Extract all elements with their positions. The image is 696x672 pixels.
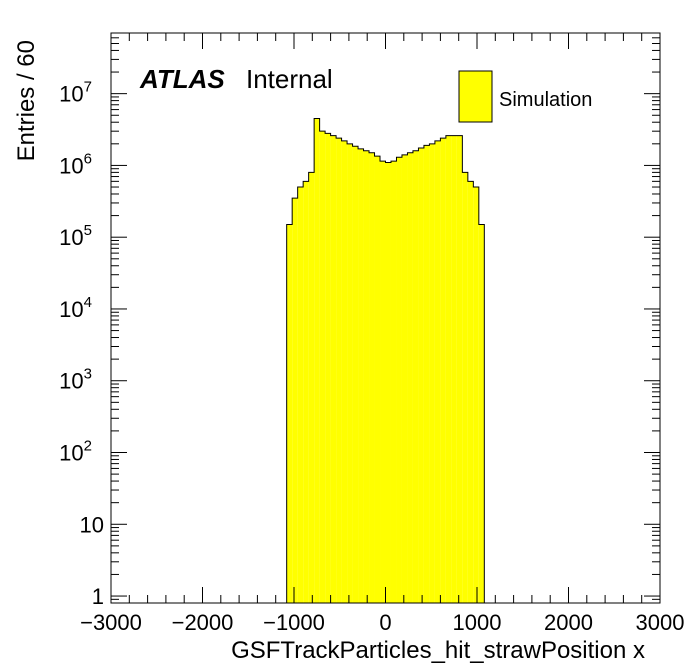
- histogram-bin: [396, 157, 402, 603]
- histogram-bin: [412, 150, 419, 603]
- y-tick-label: 104: [59, 294, 92, 322]
- histogram-bin: [286, 224, 293, 604]
- y-tick-label: 106: [59, 150, 92, 178]
- histogram-bin: [374, 156, 381, 603]
- y-tick-label: 10: [80, 512, 104, 537]
- histogram-bin: [325, 133, 331, 604]
- x-tick-label: 0: [379, 610, 391, 635]
- atlas-label-bold: ATLAS: [139, 64, 225, 94]
- histogram-bin: [478, 224, 485, 604]
- histogram-bin: [314, 118, 320, 604]
- histogram-outline: [286, 118, 485, 603]
- legend-entry-label: Simulation: [499, 89, 592, 111]
- histogram-bin: [380, 161, 386, 603]
- histogram-bin: [319, 131, 326, 603]
- y-tick-label: 102: [59, 438, 92, 466]
- histogram-bin: [297, 187, 304, 603]
- y-tick-exponent: 7: [84, 79, 92, 96]
- histogram-bin: [341, 140, 348, 603]
- histogram-bin: [456, 135, 463, 603]
- y-tick-exponent: 4: [84, 294, 92, 311]
- plot-frame: [110, 32, 661, 604]
- histogram-bin: [429, 143, 435, 603]
- x-tick-label: 2000: [544, 610, 593, 635]
- histogram-bin: [303, 181, 309, 603]
- histogram-bin: [347, 143, 353, 603]
- x-tick-label: −2000: [172, 610, 234, 635]
- atlas-label-text: Internal: [246, 64, 333, 94]
- x-tick-label: −3000: [80, 610, 142, 635]
- x-tick-label: −1000: [263, 610, 325, 635]
- y-tick-exponent: 2: [84, 438, 92, 455]
- y-tick-label: 105: [59, 222, 92, 250]
- y-tick-exponent: 5: [84, 222, 92, 239]
- histogram-bin: [390, 161, 397, 603]
- y-tick-label: 103: [59, 366, 92, 394]
- y-axis-ticks: 1 10 102 103 104 105 106 107: [59, 32, 660, 609]
- legend-swatch: [458, 70, 493, 123]
- histogram-bin: [467, 181, 474, 603]
- legend: Simulation: [458, 70, 592, 123]
- x-tick-label: 3000: [636, 610, 685, 635]
- y-tick-label: 1: [92, 584, 104, 609]
- x-axis-ticks: −3000 −2000 −1000 0 1000 2000 3000: [80, 33, 684, 635]
- atlas-label: ATLAS Internal: [139, 64, 333, 94]
- histogram-bin: [401, 154, 408, 603]
- histogram-bin: [369, 152, 375, 604]
- y-axis-label: Entries / 60: [13, 40, 40, 161]
- histogram-bin: [434, 140, 441, 603]
- histogram-bin: [473, 187, 479, 603]
- histogram-bin: [363, 150, 370, 603]
- histogram-bin: [385, 162, 391, 604]
- x-tick-label: 1000: [453, 610, 502, 635]
- y-tick-exponent: 6: [84, 150, 92, 167]
- histogram-bin: [308, 172, 315, 604]
- histogram-bin: [407, 152, 413, 604]
- histogram-bin: [336, 138, 342, 603]
- histogram-bin: [451, 135, 457, 603]
- x-axis-label: GSFTrackParticles_hit_strawPosition x: [231, 637, 645, 664]
- y-tick-label: 107: [59, 79, 92, 107]
- histogram-bin: [445, 135, 452, 603]
- histogram-bin: [462, 172, 468, 604]
- y-tick-exponent: 3: [84, 366, 92, 383]
- histogram-bin: [292, 198, 298, 604]
- histogram-bin: [418, 147, 424, 603]
- histogram-bars: [286, 118, 485, 604]
- histogram-bin: [330, 135, 337, 603]
- histogram-bin: [358, 148, 364, 603]
- histogram-bin: [440, 138, 446, 603]
- histogram-bin: [423, 145, 430, 604]
- histogram-bin: [352, 146, 359, 604]
